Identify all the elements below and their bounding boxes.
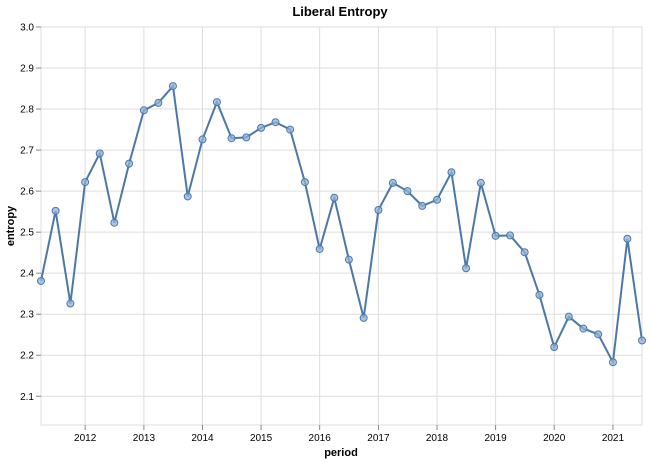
y-tick-label: 2.7 <box>20 146 34 157</box>
y-tick-label: 3.0 <box>20 23 34 34</box>
y-tick-label: 2.3 <box>20 310 34 321</box>
data-point <box>359 313 368 322</box>
data-point <box>227 134 236 143</box>
chart-title: Liberal Entropy <box>292 4 388 19</box>
data-point <box>300 178 309 187</box>
y-tick-label: 2.2 <box>20 351 34 362</box>
data-point <box>286 125 295 134</box>
data-point <box>579 324 588 333</box>
data-point <box>257 123 266 132</box>
y-tick-label: 2.1 <box>20 392 34 403</box>
data-point <box>271 118 280 127</box>
y-tick-label: 2.6 <box>20 187 34 198</box>
x-tick-label: 2017 <box>367 433 390 444</box>
data-point <box>403 187 412 196</box>
y-axis-title: entropy <box>5 205 17 246</box>
data-point <box>564 312 573 321</box>
data-point <box>447 168 456 177</box>
y-tick-label: 2.4 <box>20 269 34 280</box>
data-point <box>139 106 148 115</box>
data-point <box>433 195 442 204</box>
x-tick-label: 2018 <box>426 433 449 444</box>
x-tick-label: 2019 <box>484 433 507 444</box>
x-tick-label: 2012 <box>74 433 97 444</box>
data-point <box>535 290 544 299</box>
x-tick-label: 2021 <box>602 433 625 444</box>
y-tick-label: 2.5 <box>20 228 34 239</box>
x-tick-label: 2013 <box>133 433 156 444</box>
data-point <box>388 178 397 187</box>
x-tick-label: 2016 <box>309 433 332 444</box>
data-point <box>315 244 324 253</box>
data-point <box>476 178 485 187</box>
data-point <box>168 82 177 91</box>
y-tick-label: 2.9 <box>20 64 34 75</box>
data-point <box>198 135 207 144</box>
data-point <box>125 159 134 168</box>
data-point <box>374 205 383 214</box>
data-point <box>344 255 353 264</box>
data-point <box>154 98 163 107</box>
data-points <box>37 82 646 367</box>
data-point <box>95 149 104 158</box>
x-tick-label: 2015 <box>250 433 273 444</box>
data-point <box>462 264 471 273</box>
x-tick-label: 2020 <box>543 433 566 444</box>
data-point <box>81 178 90 187</box>
y-axis: 2.1 2.2 2.3 2.4 2.5 2.6 2.7 2.8 2.9 3.0 <box>20 23 41 403</box>
data-point <box>520 248 529 257</box>
data-point <box>550 343 559 352</box>
data-point <box>66 299 75 308</box>
data-point <box>418 201 427 210</box>
data-point <box>330 193 339 202</box>
x-axis: 2012 2013 2014 2015 2016 2017 2018 2019 2020 2021 <box>74 425 625 444</box>
data-point <box>212 98 221 107</box>
x-tick-label: 2014 <box>191 433 214 444</box>
data-point <box>623 234 632 243</box>
data-point <box>491 231 500 240</box>
data-point <box>608 358 617 367</box>
plot-frame <box>40 26 643 426</box>
data-point <box>110 218 119 227</box>
x-axis-title: period <box>324 447 358 459</box>
data-point <box>506 231 515 240</box>
gridlines <box>41 26 642 425</box>
y-tick-label: 2.8 <box>20 105 34 116</box>
data-point <box>37 276 45 285</box>
series-line <box>40 83 643 366</box>
data-point <box>183 192 192 201</box>
data-point <box>242 133 251 142</box>
data-point <box>51 206 60 215</box>
data-point <box>638 336 646 345</box>
data-point <box>594 330 603 339</box>
